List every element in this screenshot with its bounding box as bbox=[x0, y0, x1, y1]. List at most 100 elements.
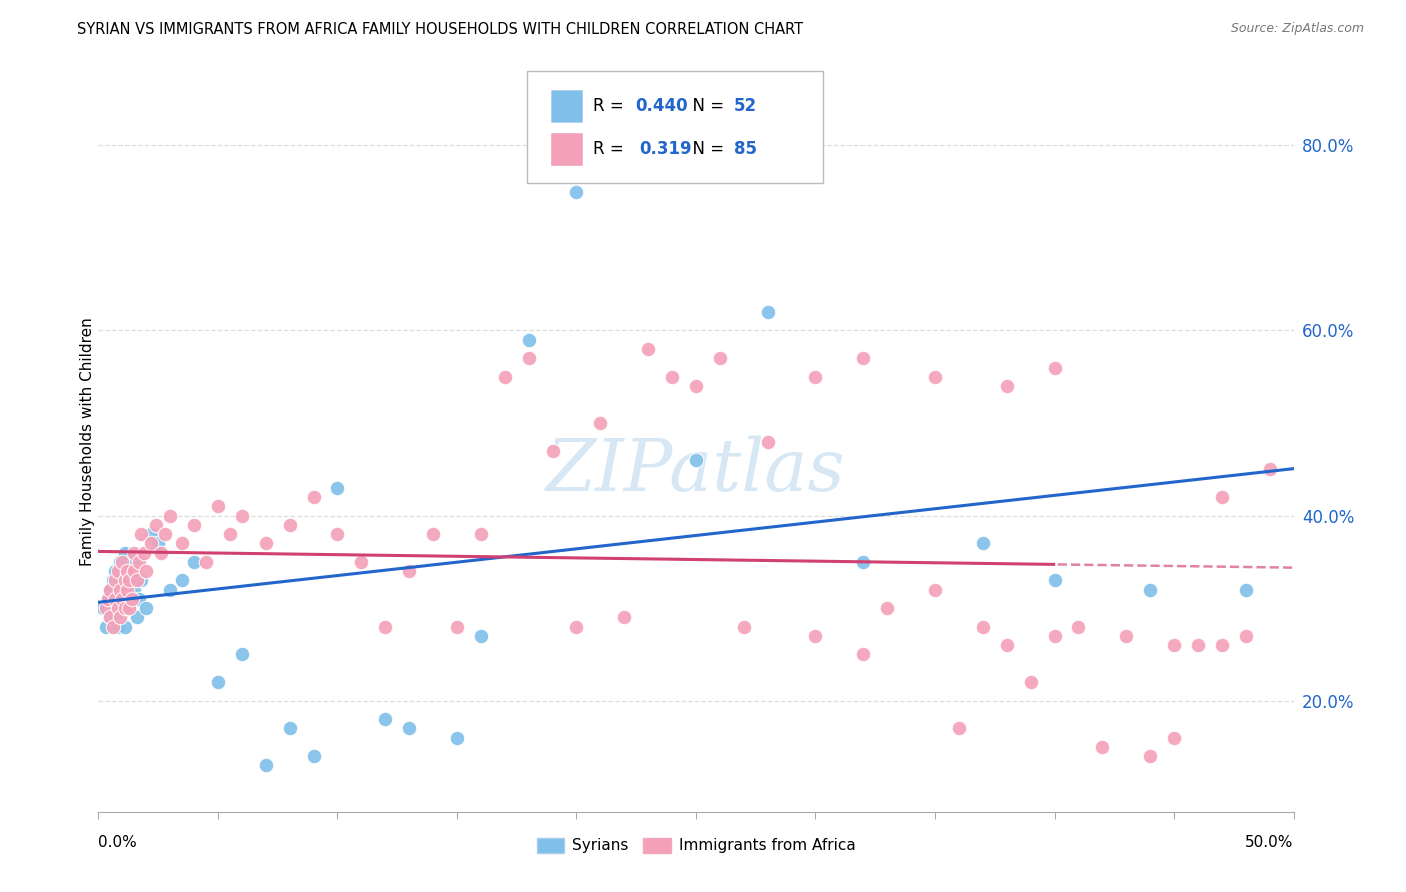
Point bbox=[972, 536, 994, 550]
Point bbox=[231, 508, 253, 523]
Point bbox=[1115, 629, 1137, 643]
Point bbox=[183, 555, 205, 569]
Point bbox=[661, 369, 683, 384]
Point bbox=[1211, 490, 1233, 504]
Point bbox=[924, 369, 946, 384]
Point bbox=[254, 758, 277, 772]
Point bbox=[326, 527, 349, 541]
Point bbox=[94, 620, 117, 634]
Point bbox=[446, 620, 468, 634]
Point bbox=[565, 620, 588, 634]
Point bbox=[350, 555, 373, 569]
Point bbox=[124, 564, 146, 578]
Point bbox=[155, 527, 177, 541]
Point bbox=[972, 620, 994, 634]
Point bbox=[139, 527, 162, 541]
Point bbox=[398, 564, 420, 578]
Text: 0.0%: 0.0% bbox=[98, 835, 138, 850]
Point bbox=[125, 574, 148, 588]
Point bbox=[1187, 638, 1209, 652]
Point bbox=[91, 601, 114, 615]
Point bbox=[613, 138, 636, 153]
Point bbox=[1258, 462, 1281, 476]
Point bbox=[326, 481, 349, 495]
Point bbox=[565, 185, 588, 199]
Point bbox=[115, 582, 138, 597]
Text: R =: R = bbox=[593, 97, 630, 115]
Y-axis label: Family Households with Children: Family Households with Children bbox=[80, 318, 94, 566]
Point bbox=[118, 574, 141, 588]
Point bbox=[1163, 638, 1185, 652]
Point bbox=[107, 564, 129, 578]
Text: 0.440: 0.440 bbox=[636, 97, 688, 115]
Point bbox=[98, 610, 122, 624]
Point bbox=[118, 601, 141, 615]
Point bbox=[1043, 574, 1066, 588]
Point bbox=[948, 722, 970, 736]
Point bbox=[470, 527, 492, 541]
Point bbox=[733, 620, 755, 634]
Point bbox=[148, 536, 170, 550]
Point bbox=[111, 601, 134, 615]
Point bbox=[108, 610, 131, 624]
Point bbox=[118, 601, 141, 615]
Point bbox=[1163, 731, 1185, 745]
Point bbox=[98, 610, 122, 624]
Point bbox=[219, 527, 242, 541]
Text: Source: ZipAtlas.com: Source: ZipAtlas.com bbox=[1230, 22, 1364, 36]
Point bbox=[101, 601, 124, 615]
Point bbox=[207, 500, 229, 514]
Point bbox=[107, 620, 129, 634]
Point bbox=[254, 536, 277, 550]
Point bbox=[852, 648, 875, 662]
Point bbox=[108, 574, 131, 588]
Point bbox=[1019, 675, 1042, 690]
Point bbox=[1234, 582, 1257, 597]
Point bbox=[302, 490, 325, 504]
Point bbox=[104, 610, 127, 624]
Point bbox=[995, 379, 1018, 393]
Point bbox=[108, 582, 131, 597]
Text: N =: N = bbox=[682, 97, 730, 115]
Point bbox=[207, 675, 229, 690]
Point bbox=[470, 629, 492, 643]
Point bbox=[613, 610, 636, 624]
Point bbox=[589, 416, 612, 430]
Text: 0.319: 0.319 bbox=[640, 140, 692, 158]
Point bbox=[114, 620, 136, 634]
Point bbox=[685, 453, 707, 467]
Point bbox=[278, 722, 301, 736]
Point bbox=[756, 434, 779, 449]
Point bbox=[114, 601, 136, 615]
Text: 52: 52 bbox=[734, 97, 756, 115]
Text: N =: N = bbox=[682, 140, 730, 158]
Point bbox=[1139, 582, 1161, 597]
Point bbox=[131, 574, 153, 588]
Point bbox=[231, 648, 253, 662]
Point bbox=[101, 574, 124, 588]
Text: R =: R = bbox=[593, 140, 634, 158]
Point bbox=[1139, 749, 1161, 764]
Point bbox=[876, 601, 898, 615]
Point bbox=[135, 601, 157, 615]
Point bbox=[422, 527, 444, 541]
Point bbox=[852, 351, 875, 366]
Point bbox=[195, 555, 218, 569]
Point bbox=[446, 731, 468, 745]
Point bbox=[124, 582, 146, 597]
Point bbox=[111, 582, 134, 597]
Point bbox=[804, 629, 827, 643]
Point bbox=[637, 342, 659, 356]
Point bbox=[1043, 629, 1066, 643]
Text: ZIPatlas: ZIPatlas bbox=[546, 436, 846, 507]
Point bbox=[278, 517, 301, 532]
Point bbox=[159, 508, 181, 523]
Point bbox=[709, 351, 731, 366]
Text: 50.0%: 50.0% bbox=[1246, 835, 1294, 850]
Point bbox=[135, 564, 157, 578]
Point bbox=[517, 333, 540, 347]
Point bbox=[183, 517, 205, 532]
Point bbox=[104, 574, 127, 588]
Point bbox=[98, 582, 122, 597]
Point bbox=[108, 555, 131, 569]
